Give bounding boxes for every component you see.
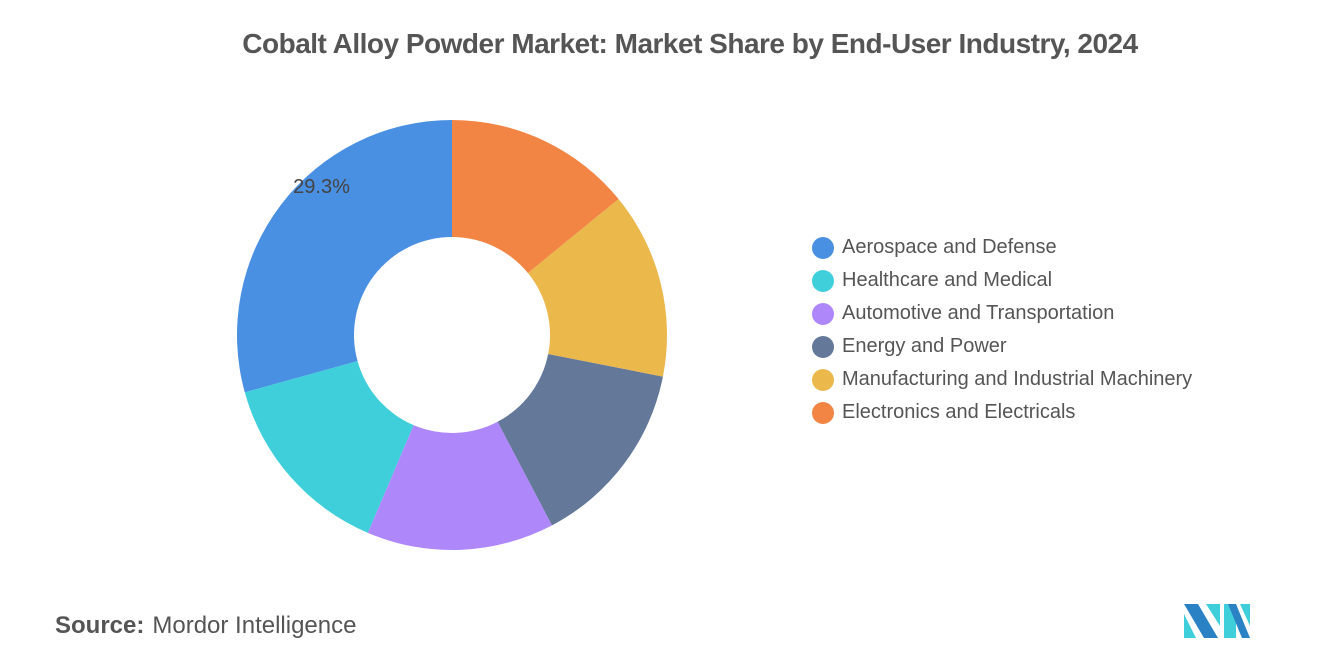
legend-swatch bbox=[812, 368, 834, 391]
donut-chart: 29.3% bbox=[236, 120, 667, 550]
slice-healthcare-and-medical bbox=[244, 361, 414, 533]
legend-item: Aerospace and Defense bbox=[812, 231, 1192, 264]
legend-label: Aerospace and Defense bbox=[842, 236, 1057, 258]
slice-manufacturing-and-industrial-machinery bbox=[527, 198, 667, 377]
source-value: Mordor Intelligence bbox=[152, 612, 357, 639]
legend-swatch bbox=[812, 269, 834, 292]
source-label: Source: bbox=[55, 612, 145, 639]
legend: Aerospace and Defense Healthcare and Medi… bbox=[812, 231, 1192, 429]
legend-label: Healthcare and Medical bbox=[842, 269, 1053, 291]
legend-label: Electronics and Electricals bbox=[842, 401, 1076, 423]
legend-label: Energy and Power bbox=[842, 335, 1007, 357]
legend-swatch bbox=[812, 236, 834, 259]
legend-label: Automotive and Transportation bbox=[842, 302, 1115, 324]
slice-automotive-and-transportation bbox=[367, 421, 553, 550]
legend-swatch bbox=[812, 335, 834, 358]
slice-energy-and-power bbox=[497, 353, 663, 526]
legend-item: Manufacturing and Industrial Machinery bbox=[812, 363, 1192, 396]
legend-swatch bbox=[812, 302, 834, 325]
slice-electronics-and-electricals bbox=[452, 120, 619, 274]
legend-label: Manufacturing and Industrial Machinery bbox=[842, 368, 1193, 390]
source-note: Source: Mordor Intelligence bbox=[55, 612, 356, 640]
mordor-logo bbox=[1184, 604, 1250, 638]
legend-item: Automotive and Transportation bbox=[812, 297, 1192, 330]
legend-item: Healthcare and Medical bbox=[812, 264, 1192, 297]
data-label: 29.3% bbox=[293, 176, 350, 198]
legend-item: Electronics and Electricals bbox=[812, 396, 1192, 429]
slice-aerospace-and-defense bbox=[236, 120, 452, 393]
chart-title: Cobalt Alloy Powder Market: Market Share… bbox=[242, 28, 1138, 59]
legend-swatch bbox=[812, 401, 834, 424]
legend-item: Energy and Power bbox=[812, 330, 1192, 363]
